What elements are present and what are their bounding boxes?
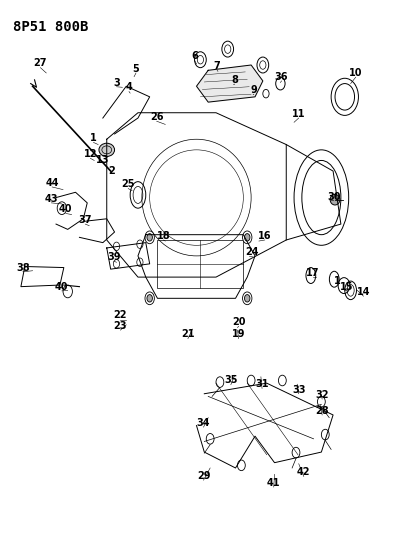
Text: 1: 1 [90, 133, 97, 143]
Text: 42: 42 [297, 467, 310, 477]
Bar [158, 240, 243, 288]
Text: 19: 19 [232, 329, 245, 340]
Text: 40: 40 [59, 204, 73, 214]
Text: 4: 4 [126, 82, 132, 92]
Text: 11: 11 [292, 109, 305, 119]
Circle shape [147, 295, 152, 302]
Text: 5: 5 [133, 64, 140, 74]
Text: 27: 27 [34, 59, 47, 68]
Text: 34: 34 [197, 418, 210, 428]
Text: 12: 12 [84, 149, 97, 159]
Text: 8P51 800B: 8P51 800B [13, 20, 88, 34]
Text: 39: 39 [107, 252, 121, 262]
Ellipse shape [99, 143, 114, 157]
Circle shape [147, 233, 152, 241]
Ellipse shape [330, 195, 340, 205]
Circle shape [242, 292, 252, 305]
Text: 7: 7 [214, 61, 220, 71]
Circle shape [145, 292, 154, 305]
Text: 26: 26 [150, 112, 163, 122]
Text: 32: 32 [316, 390, 329, 400]
Text: 36: 36 [275, 71, 288, 82]
Text: 43: 43 [44, 193, 58, 204]
Text: 30: 30 [327, 191, 341, 201]
Text: 25: 25 [121, 179, 135, 189]
Text: 22: 22 [114, 310, 127, 320]
Text: 18: 18 [156, 231, 170, 241]
Text: 35: 35 [224, 375, 238, 385]
Text: 28: 28 [315, 406, 329, 416]
Text: 44: 44 [45, 177, 59, 188]
Text: 40: 40 [55, 281, 69, 292]
Polygon shape [196, 65, 263, 102]
Text: 3: 3 [113, 77, 120, 87]
Circle shape [145, 231, 154, 244]
Circle shape [242, 231, 252, 244]
Text: 8: 8 [231, 75, 238, 85]
Text: 9: 9 [250, 85, 257, 95]
Text: 14: 14 [357, 287, 370, 297]
Text: 17: 17 [306, 268, 320, 278]
Text: 38: 38 [16, 263, 29, 272]
Text: 29: 29 [197, 471, 210, 481]
Text: 1: 1 [334, 276, 341, 286]
Text: 10: 10 [349, 68, 362, 78]
Text: 13: 13 [96, 156, 110, 165]
Circle shape [244, 295, 250, 302]
Text: 20: 20 [232, 317, 245, 327]
Text: 21: 21 [181, 329, 195, 340]
Text: 24: 24 [246, 247, 259, 257]
Text: 37: 37 [79, 215, 92, 225]
Circle shape [244, 233, 250, 241]
Text: 15: 15 [340, 281, 354, 292]
Text: 33: 33 [292, 384, 305, 394]
Text: 41: 41 [267, 478, 281, 488]
Text: 16: 16 [258, 231, 272, 241]
Text: 2: 2 [108, 166, 115, 176]
Text: 23: 23 [114, 321, 127, 331]
Text: 6: 6 [191, 51, 198, 61]
Text: 31: 31 [255, 379, 269, 389]
